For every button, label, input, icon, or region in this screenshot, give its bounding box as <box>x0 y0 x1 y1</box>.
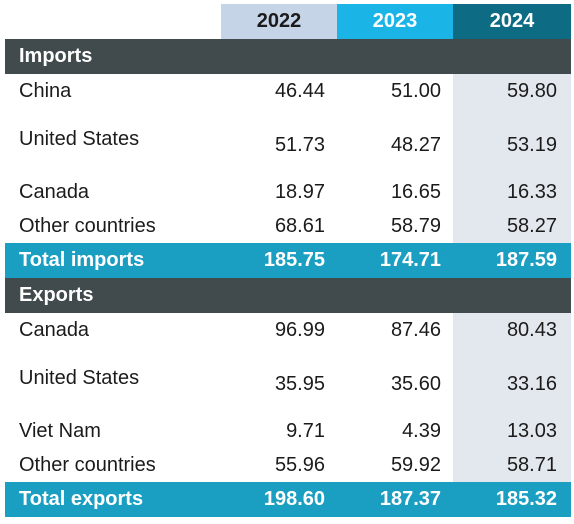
row-label: Other countries <box>19 214 156 237</box>
value-2024: 53.19 <box>453 122 571 175</box>
value-2024: 13.03 <box>453 414 571 448</box>
value-2024: 58.27 <box>453 209 571 243</box>
total-imports-2024: 187.59 <box>453 243 571 278</box>
total-imports-2022: 185.75 <box>263 249 325 271</box>
total-exports-label: Total exports <box>19 488 144 510</box>
header-2022: 2022 <box>221 4 337 39</box>
total-exports-2022: 198.60 <box>263 488 325 510</box>
exports-section-header: Exports <box>5 278 571 313</box>
value-2024: 59.80 <box>453 74 571 122</box>
value-2024: 80.43 <box>453 313 571 361</box>
total-imports-2023: 174.71 <box>379 249 441 271</box>
table-row: United States 35.95 35.60 33.16 <box>5 361 571 414</box>
value-2023: 35.60 <box>390 373 441 395</box>
total-exports-2023: 187.37 <box>379 488 441 510</box>
total-exports-2024: 185.32 <box>453 482 571 517</box>
exports-title: Exports <box>19 284 94 306</box>
header-row: 2022 2023 2024 <box>5 4 571 39</box>
total-imports-row: Total imports 185.75 174.71 187.59 <box>5 243 571 278</box>
row-label: Canada <box>19 180 90 203</box>
total-exports-row: Total exports 198.60 187.37 185.32 <box>5 482 571 517</box>
header-blank <box>5 4 221 39</box>
value-2023: 16.65 <box>390 180 441 203</box>
row-label: United States <box>19 367 140 389</box>
row-label: Viet Nam <box>19 419 101 442</box>
table-row: Canada 18.97 16.65 16.33 <box>5 175 571 209</box>
row-label: United States <box>19 128 140 150</box>
value-2022: 55.96 <box>274 453 325 476</box>
table-row: United States 51.73 48.27 53.19 <box>5 122 571 175</box>
value-2023: 51.00 <box>390 80 441 102</box>
value-2023: 87.46 <box>390 319 441 341</box>
value-2023: 59.92 <box>390 453 441 476</box>
value-2023: 4.39 <box>402 419 441 442</box>
table-row: Other countries 68.61 58.79 58.27 <box>5 209 571 243</box>
value-2022: 18.97 <box>274 180 325 203</box>
header-2023: 2023 <box>337 4 453 39</box>
table-row: Canada 96.99 87.46 80.43 <box>5 313 571 361</box>
value-2022: 9.71 <box>286 419 325 442</box>
value-2022: 51.73 <box>274 134 325 156</box>
value-2024: 16.33 <box>453 175 571 209</box>
value-2022: 96.99 <box>274 319 325 341</box>
value-2022: 68.61 <box>274 214 325 237</box>
table-row: China 46.44 51.00 59.80 <box>5 74 571 122</box>
total-imports-label: Total imports <box>19 249 145 271</box>
trade-table: 2022 2023 2024 Imports China 46.44 51.00… <box>5 4 571 517</box>
imports-title: Imports <box>19 45 93 67</box>
table-row: Other countries 55.96 59.92 58.71 <box>5 448 571 482</box>
table-row: Viet Nam 9.71 4.39 13.03 <box>5 414 571 448</box>
imports-section-header: Imports <box>5 39 571 74</box>
header-2024: 2024 <box>453 4 571 39</box>
value-2022: 35.95 <box>274 373 325 395</box>
value-2024: 33.16 <box>453 361 571 414</box>
row-label: China <box>19 80 72 102</box>
row-label: Canada <box>19 319 90 341</box>
value-2023: 58.79 <box>390 214 441 237</box>
value-2022: 46.44 <box>274 80 325 102</box>
value-2024: 58.71 <box>453 448 571 482</box>
value-2023: 48.27 <box>390 134 441 156</box>
row-label: Other countries <box>19 453 156 476</box>
